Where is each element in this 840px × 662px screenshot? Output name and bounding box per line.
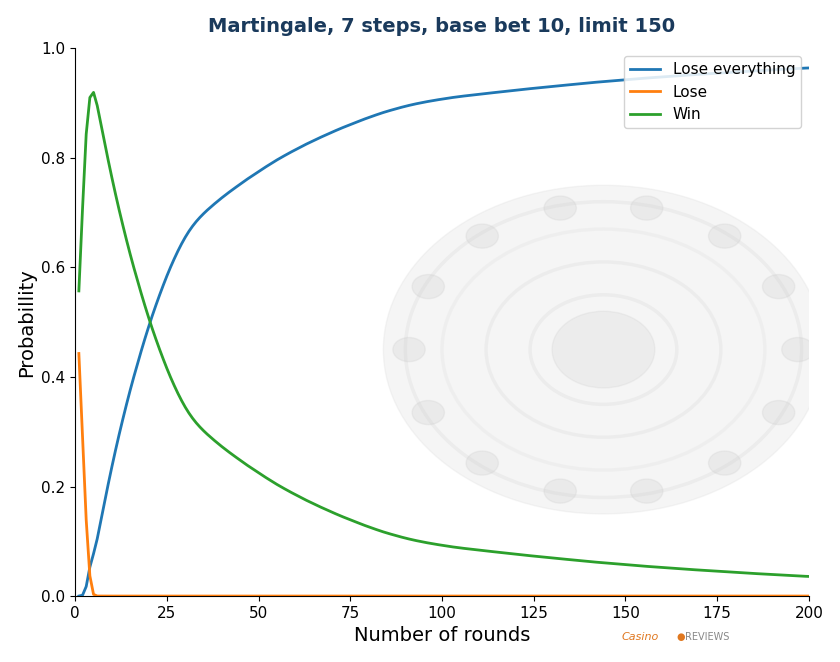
- Circle shape: [552, 311, 655, 388]
- Win: [771, 571, 781, 579]
- Circle shape: [763, 275, 795, 299]
- Lose everything: [118, 415, 128, 423]
- Line: Win: Win: [79, 93, 809, 577]
- Text: ●: ●: [676, 632, 685, 642]
- X-axis label: Number of rounds: Number of rounds: [354, 626, 530, 645]
- Lose: [272, 592, 282, 600]
- Win: [107, 173, 117, 181]
- Circle shape: [383, 185, 823, 514]
- Lose everything: [804, 64, 814, 72]
- Circle shape: [412, 401, 444, 424]
- Win: [88, 89, 98, 97]
- Lose everything: [268, 158, 278, 166]
- Text: Casino: Casino: [622, 632, 659, 642]
- Win: [122, 236, 132, 244]
- Lose everything: [767, 66, 777, 74]
- Win: [745, 569, 755, 577]
- Lose: [96, 592, 106, 600]
- Lose: [74, 350, 84, 357]
- Circle shape: [466, 224, 498, 248]
- Circle shape: [763, 401, 795, 424]
- Y-axis label: Probabillity: Probabillity: [17, 268, 35, 377]
- Lose everything: [103, 480, 113, 488]
- Win: [804, 573, 814, 581]
- Circle shape: [782, 338, 814, 361]
- Circle shape: [466, 451, 498, 475]
- Lose: [745, 592, 755, 600]
- Lose: [122, 592, 132, 600]
- Win: [272, 481, 282, 489]
- Line: Lose everything: Lose everything: [79, 68, 809, 596]
- Lose: [107, 592, 117, 600]
- Lose: [771, 592, 781, 600]
- Lose everything: [74, 592, 84, 600]
- Legend: Lose everything, Lose, Win: Lose everything, Lose, Win: [623, 56, 801, 128]
- Circle shape: [709, 224, 741, 248]
- Title: Martingale, 7 steps, base bet 10, limit 150: Martingale, 7 steps, base bet 10, limit …: [208, 17, 675, 36]
- Lose: [804, 592, 814, 600]
- Text: REVIEWS: REVIEWS: [685, 632, 729, 642]
- Line: Lose: Lose: [79, 354, 809, 596]
- Lose everything: [742, 68, 752, 75]
- Circle shape: [709, 451, 741, 475]
- Circle shape: [544, 479, 576, 503]
- Circle shape: [393, 338, 425, 361]
- Circle shape: [412, 275, 444, 299]
- Circle shape: [544, 196, 576, 220]
- Circle shape: [631, 196, 663, 220]
- Win: [74, 287, 84, 295]
- Win: [213, 440, 223, 448]
- Circle shape: [631, 479, 663, 503]
- Lose: [213, 592, 223, 600]
- Lose everything: [209, 200, 219, 208]
